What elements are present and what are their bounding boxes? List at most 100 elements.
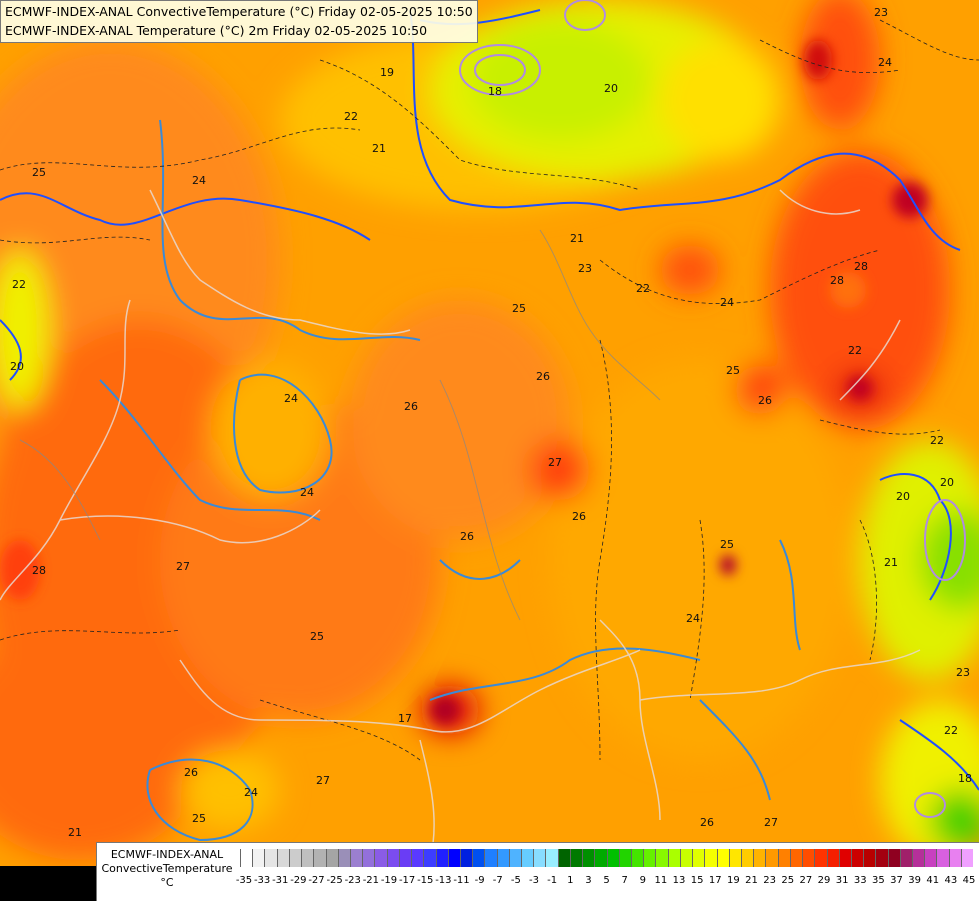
contour-label: 26 (758, 394, 772, 407)
legend-swatch (325, 849, 338, 867)
contour-label: 19 (380, 66, 394, 79)
legend-swatch (374, 849, 387, 867)
legend-swatch (496, 849, 509, 867)
contour-label: 22 (930, 434, 944, 447)
isotherms (0, 19, 979, 761)
legend-tick-label: -33 (253, 875, 271, 886)
contour-label: 24 (878, 56, 892, 69)
legend-swatch (362, 849, 375, 867)
legend-swatch (411, 849, 424, 867)
legend-tick-label: 27 (799, 875, 813, 886)
legend-swatch (459, 849, 473, 867)
contour-label: 24 (720, 296, 734, 309)
contour-label: 24 (192, 174, 206, 187)
legend-swatch (276, 849, 289, 867)
legend-swatch (716, 849, 729, 867)
legend-swatch (728, 849, 741, 867)
legend-tick-label: -17 (398, 875, 416, 886)
legend-swatch (447, 849, 460, 867)
rivers-minor-borders (19, 229, 661, 621)
contour-label: 27 (548, 456, 562, 469)
legend-swatch (349, 849, 363, 867)
contour-label: 25 (32, 166, 46, 179)
legend-swatch (789, 849, 803, 867)
legend-swatch (838, 849, 851, 867)
legend-swatch (484, 849, 497, 867)
legend-tick-label: 45 (962, 875, 976, 886)
purple-contours (459, 0, 966, 818)
legend-tick-label: 41 (926, 875, 940, 886)
contour-label: 22 (848, 344, 862, 357)
legend-tick-label: -1 (547, 875, 558, 886)
contour-label: 22 (944, 724, 958, 737)
contour-label: 23 (578, 262, 592, 275)
legend-tick-label: 13 (672, 875, 686, 886)
legend-tick-label: -25 (326, 875, 343, 886)
contour-label: 26 (572, 510, 586, 523)
country-borders (0, 189, 921, 861)
legend-tick-label: 37 (890, 875, 903, 886)
legend-swatch (313, 849, 326, 867)
legend-swatch (582, 849, 595, 867)
legend-tick-label: 19 (727, 875, 740, 886)
legend-swatch (545, 849, 558, 867)
legend-swatch (753, 849, 766, 867)
legend-tick-label: -35 (235, 875, 253, 886)
legend-swatch (704, 849, 717, 867)
contour-label: 22 (344, 110, 358, 123)
color-legend: ECMWF-INDEX-ANAL ConvectiveTemperature °… (96, 842, 979, 901)
contour-label: 24 (284, 392, 298, 405)
contour-label: 20 (940, 476, 954, 489)
legend-swatch (765, 849, 778, 867)
legend-tick-label: 33 (853, 875, 867, 886)
contour-label: 21 (884, 556, 898, 569)
legend-tick-label: 9 (639, 875, 646, 886)
legend-tick-label: 3 (585, 875, 592, 886)
legend-tick-label: -31 (272, 875, 289, 886)
contour-label: 18 (958, 772, 972, 785)
contour-label: 26 (404, 400, 418, 413)
legend-tick-label: 35 (872, 875, 885, 886)
legend-swatch (252, 849, 265, 867)
legend-swatch (948, 849, 961, 867)
legend-swatch (631, 849, 644, 867)
legend-swatch (887, 849, 900, 867)
contour-label: 24 (300, 486, 314, 499)
legend-tick-label: -29 (290, 875, 307, 886)
legend-swatch (826, 849, 839, 867)
contour-label: 26 (536, 370, 550, 383)
contour-label: 25 (512, 302, 526, 315)
legend-swatch (521, 849, 534, 867)
nodata-corner (0, 866, 96, 900)
legend-tick-label: -27 (308, 875, 325, 886)
legend-swatch (936, 849, 949, 867)
legend-tick-label: 39 (908, 875, 921, 886)
legend-swatch (679, 849, 693, 867)
map-title: ECMWF-INDEX-ANAL ConvectiveTemperature (… (0, 0, 478, 43)
legend-title-line2: ConvectiveTemperature (101, 862, 233, 875)
legend-tick-label: 7 (621, 875, 628, 886)
contour-label: 25 (726, 364, 740, 377)
legend-tick-label: 11 (654, 875, 668, 886)
contour-label: 20 (604, 82, 618, 95)
legend-swatch (240, 849, 253, 867)
legend-tick-label: 15 (690, 875, 704, 886)
contour-label: 20 (896, 490, 910, 503)
legend-swatch (557, 849, 570, 867)
legend-tick-label: 43 (944, 875, 958, 886)
title-line-temperature: ECMWF-INDEX-ANAL Temperature (°C) 2m Fri… (5, 23, 428, 38)
legend-swatch (288, 849, 302, 867)
legend-swatch (875, 849, 888, 867)
legend-swatch (899, 849, 913, 867)
legend-tick-label: -9 (474, 875, 485, 886)
legend-swatch (863, 849, 876, 867)
legend-swatch (777, 849, 790, 867)
temperature-field (0, 0, 979, 860)
legend-ticks: -35 -33 -31 -29 -27 -25 -23 -21 -19 -17 -15 -13 -11-… (235, 875, 978, 891)
contour-label: 23 (956, 666, 970, 679)
legend-tick-label: -7 (492, 875, 503, 886)
legend-swatch (264, 849, 277, 867)
legend-swatch (472, 849, 485, 867)
contour-label: 25 (310, 630, 324, 643)
